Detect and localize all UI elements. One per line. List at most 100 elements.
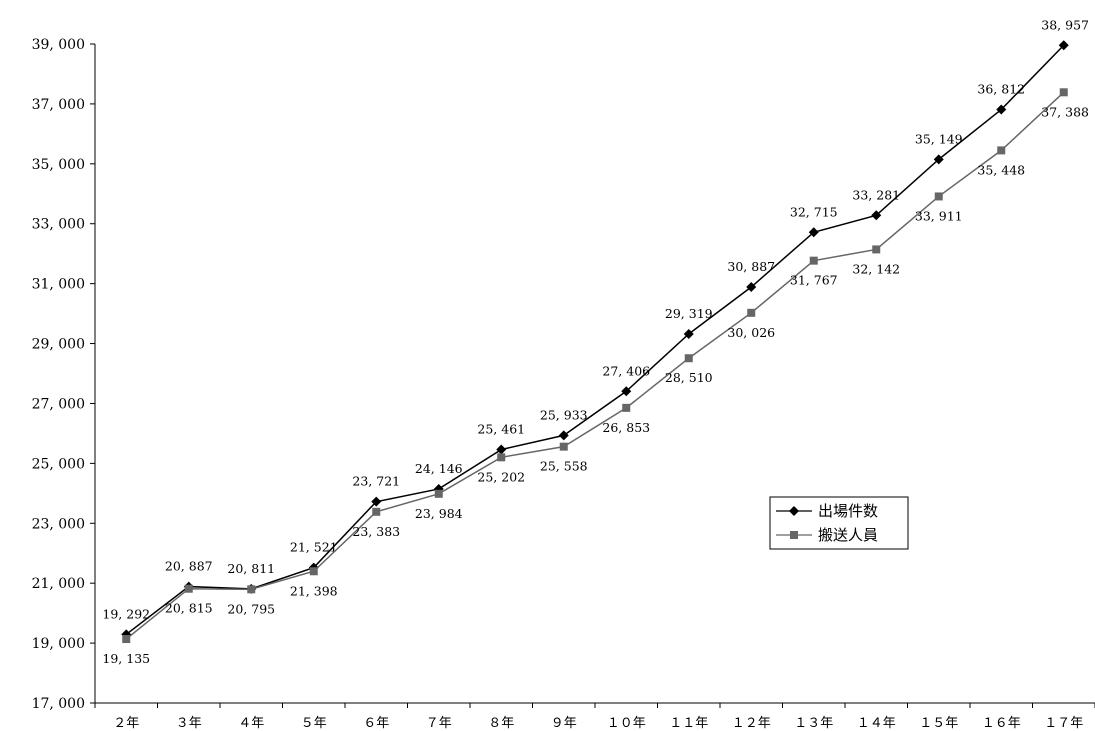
data-label: 31, 767 (790, 273, 838, 288)
legend-label-incidents: 出場件数 (818, 502, 878, 520)
legend-diamond-marker (789, 506, 799, 516)
data-label: 23, 984 (415, 506, 463, 521)
axes: 17, 000 19, 000 21, 000 23, 000 25, 000 27, 0… (32, 37, 1095, 731)
data-label: 23, 721 (352, 474, 400, 489)
x-tick-label: ３年 (176, 716, 202, 731)
x-tick-label: １０年 (607, 716, 646, 731)
data-point (934, 192, 943, 201)
y-tick-label: 37, 000 (32, 97, 85, 113)
x-tick-label: ２年 (113, 716, 139, 731)
data-point (997, 146, 1006, 155)
data-label: 26, 853 (602, 420, 650, 435)
x-tick-label: １１年 (669, 716, 708, 731)
data-label: 35, 448 (977, 162, 1025, 177)
data-label: 32, 715 (790, 204, 838, 219)
data-point (996, 104, 1007, 115)
x-tick-label: ８年 (488, 716, 514, 731)
data-label: 35, 149 (915, 131, 963, 146)
data-point (872, 245, 881, 254)
data-label: 37, 388 (1041, 104, 1089, 119)
y-tick-label: 27, 000 (32, 396, 85, 412)
data-label: 32, 142 (852, 261, 900, 276)
y-tick-label: 25, 000 (32, 456, 85, 472)
data-label: 30, 887 (727, 259, 775, 274)
data-label: 28, 510 (665, 370, 713, 385)
x-tick-label: ４年 (238, 716, 264, 731)
y-tick-label: 31, 000 (32, 277, 85, 293)
data-point (933, 154, 944, 165)
legend-box (769, 496, 909, 550)
y-tick-label: 23, 000 (32, 516, 85, 532)
data-point (371, 496, 382, 507)
data-label: 30, 026 (727, 325, 775, 340)
y-tick-label: 33, 000 (32, 217, 85, 233)
data-point (683, 328, 694, 339)
x-tick-label: １３年 (794, 716, 833, 731)
data-point (559, 442, 568, 451)
data-point (746, 282, 757, 293)
data-point (496, 444, 507, 455)
data-point (1058, 40, 1069, 51)
data-point (808, 227, 819, 238)
data-point (184, 584, 193, 593)
data-point (621, 386, 632, 397)
data-point (372, 507, 381, 516)
legend-square-marker (790, 531, 798, 539)
data-label: 27, 406 (602, 363, 650, 378)
series-2: 19, 135 20, 815 20, 795 21, 398 23, 383 23, 9… (102, 88, 1089, 666)
data-label: 19, 135 (102, 651, 150, 666)
series-line (125, 91, 1065, 640)
series-line (125, 44, 1065, 635)
data-point (497, 453, 506, 462)
data-label: 20, 887 (165, 559, 213, 574)
data-label: 38, 957 (1041, 17, 1089, 32)
data-label: 20, 795 (227, 601, 275, 616)
x-tick-label: ７年 (426, 716, 452, 731)
data-label: 25, 461 (477, 422, 525, 437)
data-point (809, 256, 818, 265)
x-tick-label: １６年 (982, 716, 1021, 731)
y-tick-label: 21, 000 (32, 576, 85, 592)
data-label: 29, 319 (665, 306, 713, 321)
y-tick-label: 17, 000 (32, 696, 85, 712)
data-point (622, 403, 631, 412)
data-label: 23, 383 (352, 524, 400, 539)
data-point (309, 567, 318, 576)
series-1: 19, 292 20, 887 20, 811 21, 521 23, 721 24, 1… (102, 17, 1089, 640)
x-tick-label: ６年 (363, 716, 389, 731)
series-layer: 19, 292 20, 887 20, 811 21, 521 23, 721 24, 1… (102, 17, 1089, 666)
data-label: 21, 521 (290, 540, 338, 555)
legend-label-transported: 搬送人員 (818, 526, 878, 544)
legend: 出場件数 搬送人員 (769, 496, 909, 550)
y-tick-label: 39, 000 (32, 37, 85, 53)
data-label: 20, 815 (165, 601, 213, 616)
data-label: 33, 911 (915, 208, 963, 223)
data-label: 36, 812 (977, 82, 1025, 97)
data-point (247, 585, 256, 594)
y-tick-label: 19, 000 (32, 636, 85, 652)
x-tick-label: ９年 (551, 716, 577, 731)
data-label: 25, 558 (540, 459, 588, 474)
data-label: 33, 281 (852, 187, 900, 202)
x-tick-label: １７年 (1044, 716, 1083, 731)
data-point (558, 430, 569, 441)
y-ticks: 17, 000 19, 000 21, 000 23, 000 25, 000 27, 0… (32, 37, 95, 712)
x-tick-label: １２年 (732, 716, 771, 731)
data-label: 19, 292 (102, 606, 150, 621)
y-tick-label: 29, 000 (32, 337, 85, 353)
data-label: 24, 146 (415, 461, 463, 476)
data-point (1059, 88, 1068, 97)
data-label: 25, 202 (477, 469, 525, 484)
data-point (871, 210, 882, 221)
data-point (747, 308, 756, 317)
data-point (434, 489, 443, 498)
x-ticks: ２年 ３年 ４年 ５年 ６年 ７年 ８年 ９年 １０年 １１年 １２年 １３年 １４年 １５年 １６年 １７年 (94, 703, 1095, 731)
data-label: 20, 811 (227, 561, 275, 576)
x-tick-label: ５年 (301, 716, 327, 731)
x-tick-label: １５年 (919, 716, 958, 731)
data-label: 25, 933 (540, 407, 588, 422)
data-point (684, 354, 693, 363)
data-label: 21, 398 (290, 583, 338, 598)
